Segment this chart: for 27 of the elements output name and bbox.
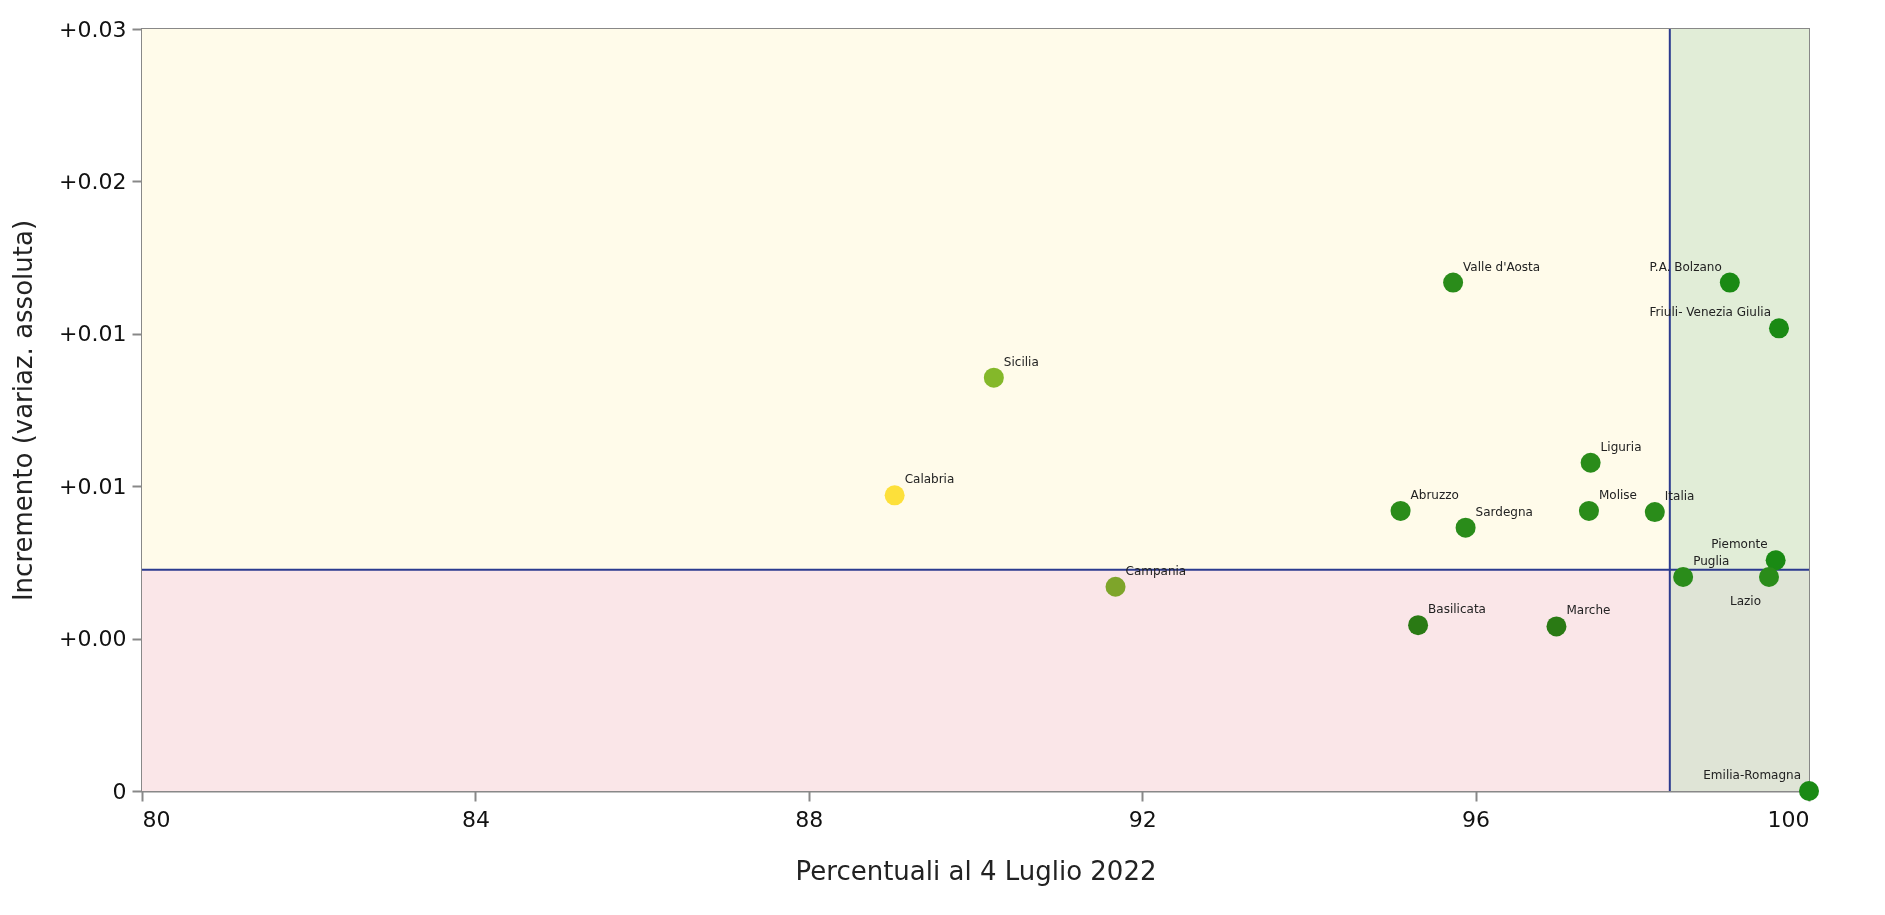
y-tick-label: 0 [112, 778, 127, 804]
series-label: Liguria [1600, 439, 1642, 454]
series-label: Calabria [904, 472, 955, 487]
series-label: Sicilia [1003, 354, 1039, 369]
series-label: Lazio [1729, 594, 1761, 609]
y-tick-label: +0.03 [59, 16, 127, 42]
series-label: Valle d'Aosta [1463, 259, 1541, 274]
x-tick-label: 100 [1767, 806, 1810, 832]
series-label: Basilicata [1428, 602, 1486, 617]
x-tick-label: 80 [142, 806, 171, 832]
series-label: Sardegna [1475, 504, 1533, 519]
y-tick-label: +0.02 [59, 168, 127, 194]
y-axis-title: Incremento (variaz. assoluta) [8, 219, 39, 602]
series-label: Emilia-Romagna [1703, 768, 1801, 782]
series-label: Abruzzo [1410, 487, 1459, 502]
series-label: Puglia [1693, 554, 1730, 569]
y-tick-label: +0.01 [59, 473, 127, 499]
x-tick-label: 96 [1462, 806, 1491, 832]
x-axis-title: Percentuali al 4 Luglio 2022 [795, 855, 1157, 886]
x-tick-label: 84 [461, 806, 490, 832]
y-tick-label: +0.01 [59, 321, 127, 347]
x-tick-label: 88 [795, 806, 824, 832]
series-label: Piemonte [1711, 537, 1768, 552]
x-tick-label: 92 [1128, 806, 1157, 832]
series-label: Molise [1598, 487, 1637, 502]
y-tick-label: +0.00 [59, 626, 127, 652]
series-label: Marche [1566, 603, 1611, 618]
